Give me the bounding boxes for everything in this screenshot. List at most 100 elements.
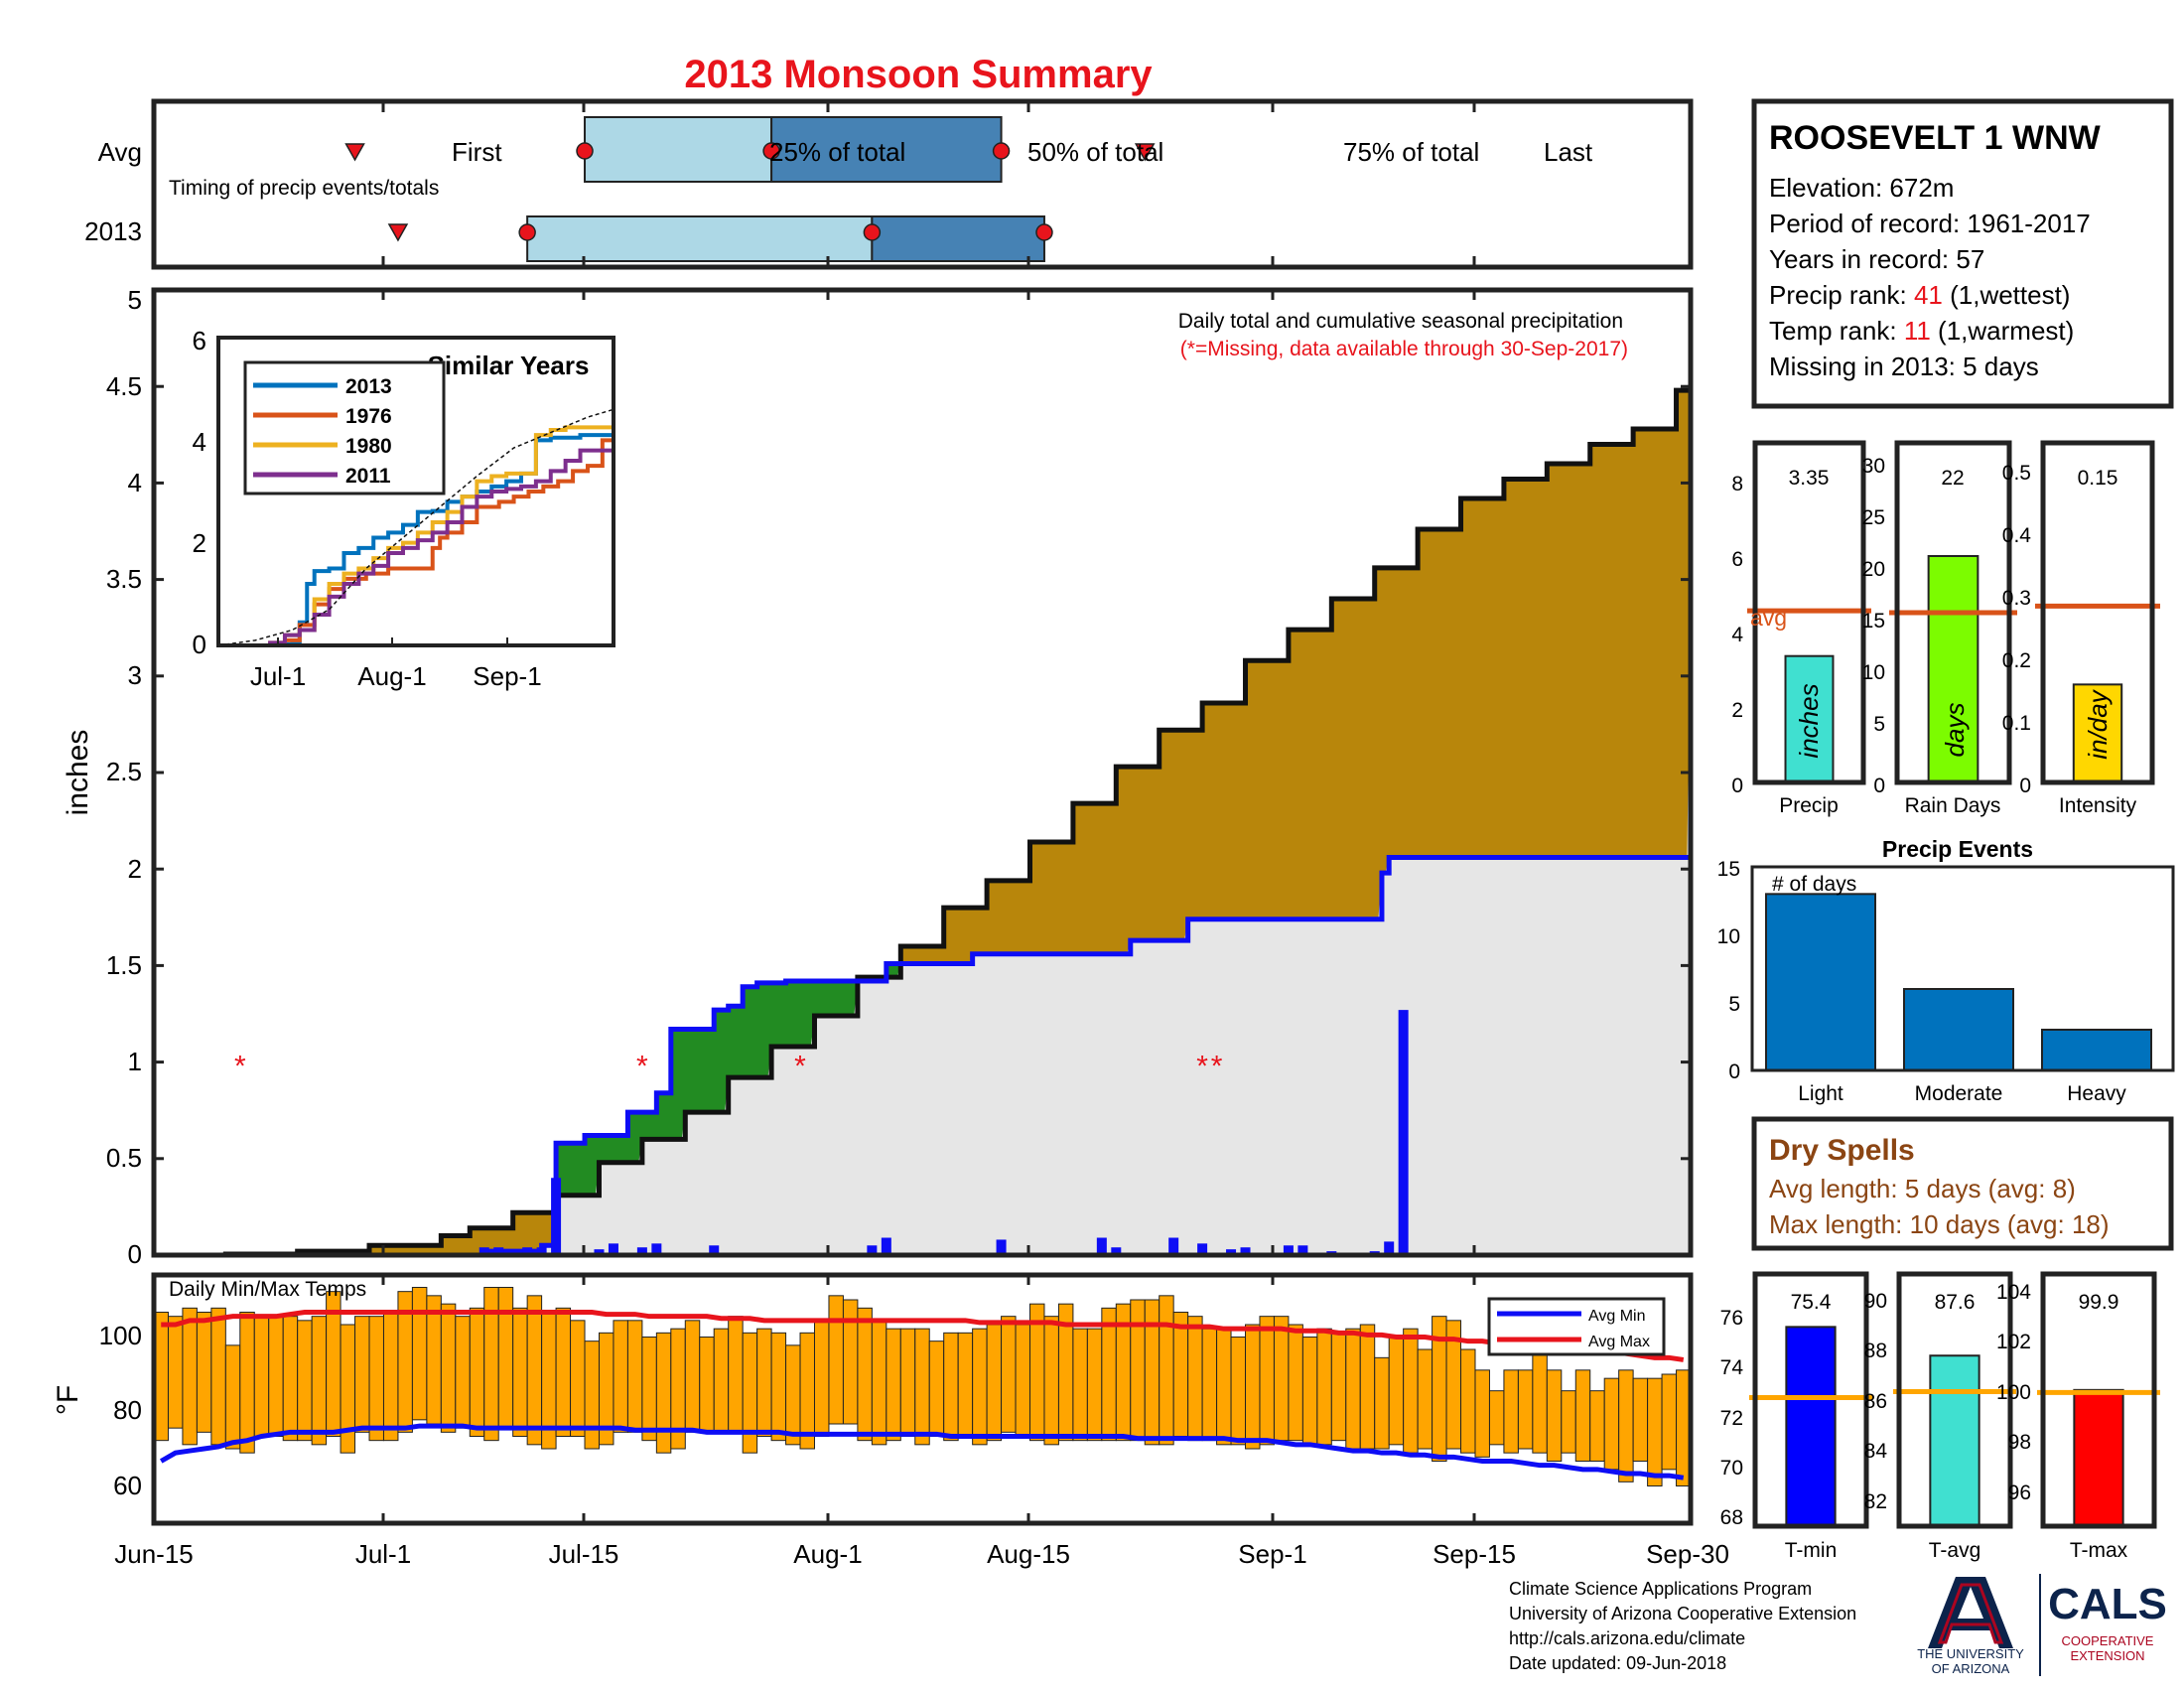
timing-p25-label: 25% of total	[769, 137, 905, 167]
precip-unit: inches	[1794, 683, 1824, 758]
inset-line-1976	[218, 438, 614, 647]
temp-range-bar	[899, 1328, 916, 1437]
intensity-value: 0.15	[2078, 467, 2118, 490]
temps-frame	[151, 1272, 1694, 1526]
temp-range-bar	[526, 1295, 543, 1446]
temp-range-bar	[813, 1320, 830, 1438]
dry-frame	[1751, 1116, 2174, 1251]
dry-spells-box: Dry Spells Avg length: 5 days (avg: 8) M…	[1751, 1116, 2174, 1251]
timing-2013-p25-marker	[518, 223, 536, 241]
tavg-y-tick: 88	[1864, 1340, 1887, 1362]
timing-avg-p50-marker	[762, 142, 780, 160]
temp-range-bar	[1288, 1324, 1303, 1442]
temp-range-bar	[224, 1344, 241, 1450]
station-frame	[1751, 98, 2174, 409]
events-title: Precip Events	[1882, 836, 2033, 862]
temp-range-bar	[914, 1328, 930, 1446]
events-bar	[2041, 1029, 2152, 1071]
temp-range-bar	[382, 1312, 399, 1442]
temp-range-bar	[1172, 1312, 1189, 1437]
temp-range-bar	[799, 1332, 815, 1450]
precip-y-tick: 8	[1731, 473, 1743, 495]
ua-logo: THE UNIVERSITY OF ARIZONA	[1917, 1577, 2024, 1676]
timing-p75-label: 75% of total	[1343, 137, 1479, 167]
temp-range-bar	[1532, 1348, 1548, 1454]
events-x-tick: Moderate	[1915, 1082, 2003, 1105]
timing-2013-first-marker	[387, 223, 409, 242]
daily-precip-bar	[594, 1249, 605, 1255]
temp-range-bar	[1374, 1356, 1390, 1450]
main-chart-marks: * * * * *	[154, 290, 1694, 1258]
precip-value: 3.35	[1789, 467, 1830, 490]
temp-range-bar	[1086, 1328, 1103, 1442]
temp-range-bar	[1359, 1324, 1376, 1450]
timing-2013-p75-marker	[1035, 223, 1053, 241]
inset-y-tick: 2	[193, 528, 206, 558]
raindays-bar	[1927, 555, 1979, 783]
tmax-y-tick: 98	[2008, 1431, 2031, 1454]
temps-y-tick: 100	[99, 1321, 142, 1350]
daily-precip-bar	[536, 1247, 547, 1255]
temp-range-bar	[1647, 1377, 1663, 1486]
tavg-frame	[1896, 1271, 2013, 1529]
tavg-y-tick: 84	[1864, 1440, 1888, 1463]
temp-range-bar	[1417, 1348, 1433, 1450]
temp-range-bar	[1603, 1377, 1620, 1471]
intensity-label: Intensity	[2059, 794, 2137, 817]
temps-legend-label: Avg Min	[1588, 1308, 1646, 1325]
station-period: Period of record: 1961-2017	[1769, 209, 2091, 238]
events-x-tick: Light	[1798, 1082, 1843, 1105]
temp-range-bar	[1589, 1390, 1605, 1462]
temp-range-bar	[268, 1316, 284, 1437]
tmin-y-tick: 72	[1720, 1407, 1743, 1430]
main-y-tick: 4.5	[106, 371, 142, 401]
main-y-tick: 3	[128, 660, 142, 690]
inset-legend-label: 1976	[345, 405, 392, 428]
intensity-bar	[2072, 683, 2123, 783]
timing-panel: Avg 2013 Timing of precip events/totals …	[84, 98, 1694, 270]
temp-range-bar	[785, 1344, 801, 1446]
raindays-label: Rain Days	[1905, 794, 2001, 817]
season-stats-charts: 0 2 4 6 8 0 5 10 15 20 25 30 0 0.1 0.2 0…	[1731, 440, 2160, 817]
cals-line2: EXTENSION	[2070, 1648, 2144, 1663]
avg-max-line	[161, 1310, 1685, 1362]
station-years: Years in record: 57	[1769, 244, 1984, 274]
inset-x-tick: Aug-1	[357, 661, 426, 691]
intensity-y-tick: 0	[2019, 775, 2031, 797]
intensity-frame	[2040, 440, 2155, 785]
tmin-label: T-min	[1785, 1539, 1838, 1562]
temp-range-bar	[1072, 1328, 1088, 1442]
timing-p50-label: 50% of total	[1027, 137, 1163, 167]
temp-range-bar	[699, 1337, 715, 1433]
precip-events-chart: Precip Events # of days 0 5 10 15 Light …	[1717, 836, 2175, 1105]
temp-range-bar	[411, 1287, 428, 1421]
temp-range-bar	[943, 1332, 959, 1442]
daily-precip-bar	[1283, 1245, 1294, 1255]
main-y-tick: 1.5	[106, 950, 142, 980]
ua-a-inner-icon	[1937, 1583, 2004, 1644]
missing-day-marker: *	[1196, 1051, 1208, 1083]
temp-range-bar	[728, 1316, 744, 1433]
temp-range-bar	[1488, 1390, 1505, 1446]
daily-precip-bar	[1096, 1237, 1107, 1255]
main-y-tick: 4	[128, 468, 142, 497]
missing-day-marker: *	[794, 1051, 806, 1083]
temp-range-bar	[1201, 1328, 1218, 1442]
inset-y-tick: 0	[193, 630, 206, 659]
daily-precip-bar	[1384, 1241, 1395, 1255]
inset-avg-line	[217, 408, 614, 646]
daily-precip-bar	[608, 1243, 618, 1255]
intensity-y-tick: 0.4	[2002, 524, 2032, 547]
temp-range-bar	[1330, 1332, 1347, 1442]
cals-line1: COOPERATIVE	[2062, 1633, 2154, 1648]
timing-avg-p25-marker	[576, 142, 594, 160]
footer: Climate Science Applications Program Uni…	[1509, 1574, 2167, 1676]
temp-range-bar	[957, 1332, 974, 1438]
temp-range-bar	[613, 1320, 628, 1433]
temp-range-bar	[1245, 1324, 1261, 1450]
temp-range-bar	[1618, 1369, 1634, 1482]
events-bar	[1765, 893, 1876, 1071]
temp-range-bar	[497, 1287, 514, 1429]
main-y-tick: 5	[128, 285, 142, 315]
temp-range-bar	[1517, 1369, 1534, 1450]
